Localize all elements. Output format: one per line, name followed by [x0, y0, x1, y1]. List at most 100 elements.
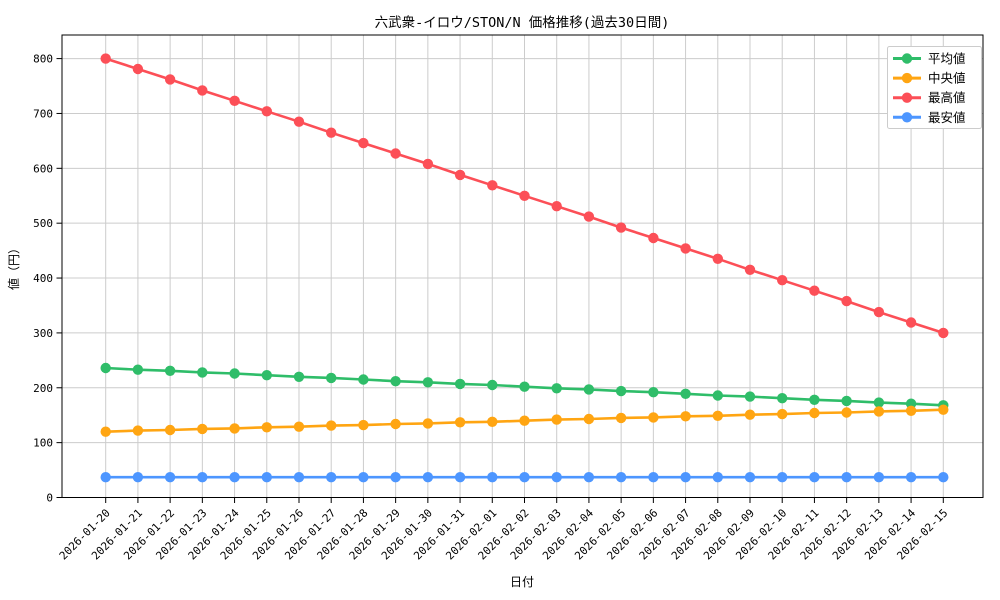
y-tick-label: 300: [33, 327, 53, 340]
median-point: [261, 422, 272, 433]
average-point: [519, 381, 530, 392]
legend-item-median: 中央値: [893, 71, 966, 86]
max-point: [712, 253, 723, 264]
median-point: [777, 408, 788, 420]
max-legend-label: 最高値: [928, 90, 966, 105]
max-point: [197, 85, 208, 96]
median-point: [229, 423, 240, 434]
median-point: [293, 421, 305, 432]
min-point: [326, 472, 337, 483]
max-point: [454, 169, 466, 181]
min-point: [390, 472, 401, 483]
average-point: [197, 367, 208, 378]
min-point: [454, 472, 466, 483]
average-legend-label: 平均値: [928, 51, 966, 66]
y-tick-label: 700: [33, 107, 53, 120]
average-point: [229, 368, 240, 379]
min-point: [744, 472, 756, 483]
average-point: [551, 383, 562, 394]
median-point: [648, 412, 659, 423]
max-point: [293, 116, 305, 127]
median-point: [487, 416, 498, 427]
median-point: [390, 418, 401, 430]
max-point: [261, 106, 272, 117]
median-point: [422, 418, 434, 429]
min-point: [905, 472, 917, 483]
median-point: [680, 411, 691, 422]
max-point: [744, 264, 756, 275]
median-point: [744, 409, 756, 420]
average-point: [873, 397, 885, 408]
min-point: [261, 472, 272, 483]
max-point: [422, 158, 434, 170]
legend-box: [887, 46, 982, 129]
max-point: [905, 317, 917, 328]
average-point: [390, 376, 401, 387]
median-point: [197, 423, 208, 435]
max-point: [648, 232, 659, 244]
series-layer: [100, 53, 949, 483]
average-point: [454, 378, 466, 390]
average-point: [100, 362, 111, 374]
max-point: [777, 275, 788, 286]
average-point: [487, 379, 498, 391]
min-legend-label: 最安値: [928, 110, 966, 125]
min-point: [229, 472, 240, 483]
max-point: [809, 285, 820, 296]
median-point: [938, 404, 949, 415]
median-point: [454, 417, 466, 428]
legend-item-average: 平均値: [893, 51, 966, 66]
median-point: [841, 407, 852, 418]
max-point: [615, 222, 627, 233]
min-point: [100, 472, 111, 483]
max-point: [487, 180, 498, 191]
max-point: [551, 201, 562, 212]
average-point: [615, 385, 627, 397]
plot-border: [61, 34, 984, 498]
min-point: [132, 472, 144, 483]
max-point: [680, 243, 691, 254]
max-point: [519, 190, 530, 201]
median-point: [551, 414, 562, 425]
average-point: [744, 391, 756, 402]
median-point: [809, 407, 820, 419]
y-tick-label: 200: [33, 382, 53, 395]
min-point: [777, 472, 788, 483]
average-point: [358, 374, 369, 385]
min-point: [809, 472, 820, 483]
y-tick-label: 400: [33, 272, 53, 285]
min-legend-marker: [901, 112, 913, 123]
legend-item-min: 最安値: [893, 110, 966, 125]
min-point: [358, 472, 369, 483]
chart-title: 六武衆-イロウ/STON/N 価格推移(過去30日間): [375, 15, 670, 31]
min-point: [583, 472, 595, 483]
median-point: [100, 426, 111, 437]
median-point: [873, 406, 885, 417]
y-tick-label: 0: [46, 492, 53, 505]
min-point: [197, 472, 208, 483]
average-point: [841, 395, 852, 407]
max-point: [132, 63, 144, 75]
average-point: [809, 394, 820, 405]
average-legend-marker: [901, 53, 913, 64]
min-point: [873, 472, 885, 483]
average-point: [132, 364, 144, 375]
min-point: [551, 472, 562, 483]
average-point: [422, 377, 434, 388]
median-point: [164, 424, 176, 436]
y-axis-label: 値（円）: [6, 242, 21, 290]
average-point: [777, 393, 788, 404]
legend-item-max: 最高値: [893, 90, 966, 105]
median-point: [583, 413, 595, 425]
min-point: [164, 472, 176, 483]
average-point: [164, 365, 176, 376]
min-point: [293, 472, 305, 483]
max-point: [938, 327, 949, 339]
average-point: [261, 370, 272, 381]
median-point: [712, 410, 723, 421]
median-point: [358, 419, 369, 431]
max-point: [583, 211, 595, 222]
